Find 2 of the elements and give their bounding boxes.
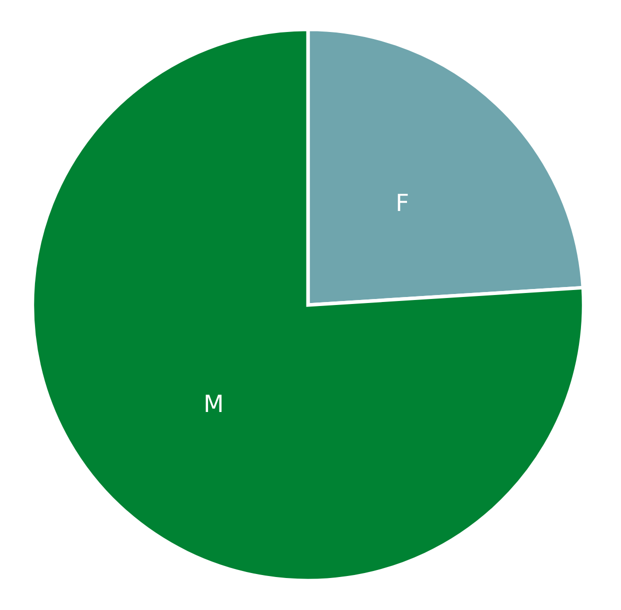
- slice-label: M: [206, 394, 222, 412]
- slice-label: F: [398, 194, 408, 212]
